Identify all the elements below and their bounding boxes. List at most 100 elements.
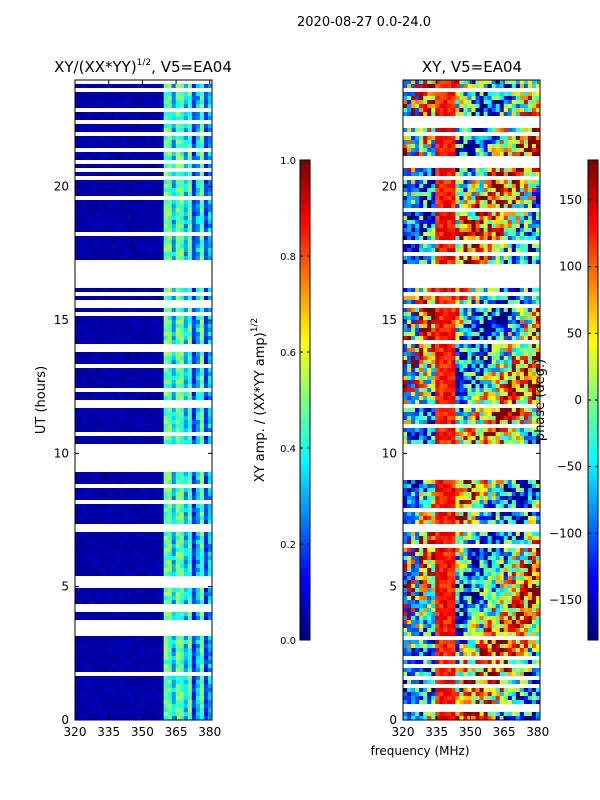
heatmap-cell (531, 104, 537, 109)
heatmap-cell (439, 236, 444, 241)
heatmap-cell (471, 200, 476, 205)
heatmap-cell (107, 688, 112, 693)
heatmap-cell (127, 588, 132, 593)
heatmap-cell (131, 244, 136, 249)
heatmap-cell (443, 92, 448, 97)
heatmap-cell (187, 296, 193, 301)
colorbar-segment (300, 332, 310, 337)
heatmap-cell (135, 436, 140, 441)
heatmap-cell (135, 332, 140, 337)
heatmap-cell (151, 116, 156, 121)
heatmap-cell (159, 320, 165, 325)
heatmap-cell (207, 332, 213, 337)
heatmap-cell (199, 472, 205, 477)
heatmap-cell (467, 108, 472, 113)
heatmap-cell (135, 440, 140, 445)
heatmap-cell (103, 436, 108, 441)
heatmap-cell (107, 96, 112, 101)
heatmap-cell (147, 96, 152, 101)
heatmap-cell (119, 552, 124, 557)
heatmap-cell (111, 652, 116, 657)
heatmap-cell (87, 480, 92, 485)
heatmap-cell (143, 424, 148, 429)
heatmap-cell (147, 428, 152, 433)
heatmap-cell (111, 544, 116, 549)
heatmap-cell (531, 92, 537, 97)
heatmap-cell (111, 512, 116, 517)
heatmap-cell (195, 648, 201, 653)
colorbar-segment (300, 284, 310, 289)
heatmap-cell (443, 128, 448, 133)
heatmap-cell (175, 152, 181, 157)
heatmap-cell (179, 164, 185, 169)
heatmap-cell (111, 192, 116, 197)
colorbar-segment (300, 396, 310, 401)
heatmap-cell (195, 588, 201, 593)
heatmap-cell (139, 420, 144, 425)
heatmap-cell (495, 136, 501, 141)
heatmap-cell (147, 472, 152, 477)
heatmap-cell (87, 208, 92, 213)
heatmap-cell (147, 656, 152, 661)
heatmap-cell (111, 208, 116, 213)
heatmap-cell (527, 140, 533, 145)
heatmap-cell (159, 660, 165, 665)
heatmap-cell (187, 376, 193, 381)
heatmap-cell (87, 544, 92, 549)
heatmap-cell (195, 136, 201, 141)
heatmap-cell (195, 308, 201, 313)
heatmap-cell (171, 548, 177, 553)
heatmap-cell (123, 316, 128, 321)
heatmap-cell (147, 680, 152, 685)
heatmap-cell (135, 220, 140, 225)
heatmap-cell (455, 232, 460, 237)
heatmap-cell (147, 412, 152, 417)
heatmap-cell (167, 324, 173, 329)
heatmap-cell (419, 192, 424, 197)
heatmap-cell (99, 496, 104, 501)
heatmap-cell (75, 396, 80, 401)
heatmap-cell (523, 200, 529, 205)
heatmap-cell (475, 140, 480, 145)
heatmap-cell (195, 224, 201, 229)
heatmap-cell (155, 152, 161, 157)
heatmap-cell (171, 384, 177, 389)
heatmap-cell (175, 220, 181, 225)
heatmap-cell (135, 368, 140, 373)
heatmap-cell (203, 636, 209, 641)
heatmap-cell (191, 508, 197, 513)
heatmap-cell (155, 660, 161, 665)
heatmap-cell (191, 596, 197, 601)
heatmap-cell (135, 376, 140, 381)
heatmap-cell (191, 428, 197, 433)
heatmap-cell (491, 84, 497, 89)
heatmap-cell (79, 328, 84, 333)
heatmap-cell (83, 696, 88, 701)
heatmap-cell (135, 328, 140, 333)
heatmap-cell (107, 324, 112, 329)
heatmap-cell (475, 216, 480, 221)
heatmap-cell (187, 436, 193, 441)
heatmap-cell (195, 104, 201, 109)
heatmap-cell (171, 332, 177, 337)
heatmap-cell (199, 296, 205, 301)
heatmap-cell (171, 200, 177, 205)
heatmap-cell (147, 496, 152, 501)
heatmap-cell (179, 660, 185, 665)
heatmap-cell (195, 380, 201, 385)
heatmap-cell (163, 356, 169, 361)
heatmap-cell (163, 564, 169, 569)
heatmap-cell (159, 352, 165, 357)
heatmap-cell (111, 696, 116, 701)
heatmap-cell (111, 592, 116, 597)
heatmap-cell (87, 112, 92, 117)
heatmap-cell (519, 200, 525, 205)
heatmap-cell (411, 180, 416, 185)
heatmap-cell (127, 688, 132, 693)
heatmap-cell (159, 216, 165, 221)
heatmap-cell (427, 112, 432, 117)
heatmap-cell (191, 396, 197, 401)
heatmap-cell (155, 552, 161, 557)
heatmap-cell (495, 212, 501, 217)
heatmap-cell (147, 716, 152, 721)
